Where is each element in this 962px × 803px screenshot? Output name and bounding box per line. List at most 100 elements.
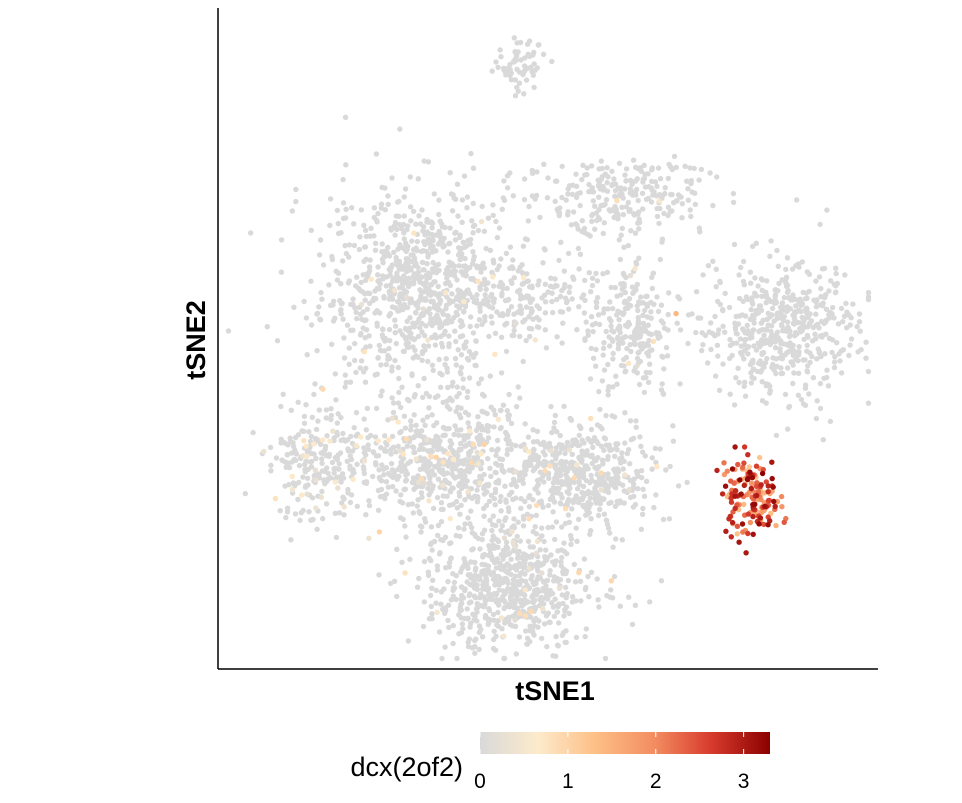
data-point bbox=[522, 294, 528, 301]
data-point bbox=[797, 299, 804, 305]
data-point bbox=[637, 165, 644, 171]
data-point bbox=[607, 343, 613, 349]
data-point bbox=[511, 35, 517, 41]
data-point bbox=[480, 582, 486, 588]
data-point bbox=[790, 380, 796, 387]
data-point bbox=[635, 350, 641, 356]
data-point bbox=[445, 249, 451, 255]
data-point bbox=[515, 384, 521, 390]
data-point bbox=[740, 298, 746, 304]
data-point bbox=[478, 263, 484, 269]
data-point bbox=[565, 250, 572, 257]
data-point bbox=[606, 207, 612, 213]
data-point bbox=[396, 213, 402, 219]
data-point bbox=[365, 442, 371, 448]
data-point bbox=[633, 164, 639, 170]
data-point bbox=[729, 352, 735, 359]
data-point bbox=[712, 333, 718, 339]
data-point bbox=[622, 186, 628, 192]
data-point bbox=[451, 449, 457, 455]
data-point bbox=[273, 455, 280, 461]
data-point bbox=[429, 547, 435, 553]
data-point bbox=[330, 302, 336, 308]
data-point bbox=[790, 342, 796, 348]
data-point bbox=[487, 465, 493, 471]
data-point bbox=[460, 239, 466, 245]
data-point bbox=[625, 242, 631, 249]
data-point bbox=[453, 498, 460, 505]
data-point bbox=[576, 569, 582, 576]
data-point bbox=[588, 426, 595, 433]
data-point bbox=[341, 355, 348, 361]
data-point bbox=[638, 526, 645, 532]
data-point bbox=[566, 306, 572, 312]
data-point bbox=[658, 302, 665, 308]
data-point bbox=[793, 309, 799, 315]
data-point bbox=[330, 428, 336, 434]
data-point bbox=[458, 607, 464, 613]
data-point bbox=[334, 277, 341, 283]
data-point bbox=[474, 582, 480, 588]
data-point bbox=[631, 340, 637, 347]
data-point bbox=[435, 532, 441, 539]
data-point bbox=[737, 336, 744, 342]
data-point bbox=[684, 178, 690, 184]
data-point bbox=[379, 462, 385, 468]
data-point bbox=[314, 526, 320, 532]
data-point bbox=[500, 285, 506, 292]
data-point bbox=[468, 582, 475, 588]
data-point bbox=[509, 623, 516, 629]
data-point bbox=[492, 486, 499, 492]
data-point bbox=[301, 298, 307, 305]
data-point bbox=[308, 227, 314, 233]
data-point bbox=[335, 485, 341, 491]
data-point bbox=[500, 312, 506, 319]
data-point bbox=[759, 337, 765, 343]
data-point bbox=[464, 355, 471, 362]
data-point bbox=[519, 269, 525, 276]
data-point bbox=[735, 461, 741, 468]
data-point bbox=[569, 296, 575, 302]
data-point bbox=[403, 436, 410, 442]
data-point bbox=[508, 278, 514, 284]
data-point bbox=[357, 332, 364, 338]
data-point bbox=[328, 406, 334, 412]
data-point bbox=[688, 213, 694, 220]
data-point bbox=[568, 222, 575, 228]
data-point bbox=[455, 347, 461, 353]
data-point bbox=[449, 319, 455, 325]
data-point bbox=[411, 412, 417, 418]
data-point bbox=[424, 261, 430, 267]
legend-tick-label: 1 bbox=[562, 770, 574, 793]
data-point bbox=[781, 294, 787, 301]
data-point bbox=[786, 295, 792, 301]
data-point bbox=[417, 466, 423, 473]
data-point bbox=[403, 289, 410, 295]
data-point bbox=[640, 179, 646, 185]
data-point bbox=[390, 474, 396, 480]
data-point bbox=[508, 571, 514, 578]
data-point bbox=[778, 493, 785, 500]
data-point bbox=[620, 482, 626, 488]
data-point bbox=[401, 348, 407, 354]
data-point bbox=[363, 317, 369, 323]
data-point bbox=[419, 207, 425, 213]
data-point bbox=[782, 391, 789, 398]
data-point bbox=[583, 463, 590, 469]
data-point bbox=[784, 365, 791, 371]
data-point bbox=[410, 355, 416, 361]
data-point bbox=[470, 249, 476, 255]
data-point bbox=[380, 466, 387, 472]
data-point bbox=[363, 427, 369, 433]
data-point bbox=[335, 411, 341, 417]
data-point bbox=[620, 340, 626, 346]
data-point bbox=[536, 278, 542, 284]
data-point bbox=[549, 429, 555, 436]
data-point bbox=[485, 280, 491, 286]
data-point bbox=[422, 232, 428, 238]
data-point bbox=[831, 359, 838, 365]
data-point bbox=[818, 285, 824, 292]
data-point bbox=[428, 282, 435, 288]
data-point bbox=[317, 317, 324, 323]
data-point bbox=[327, 222, 333, 229]
